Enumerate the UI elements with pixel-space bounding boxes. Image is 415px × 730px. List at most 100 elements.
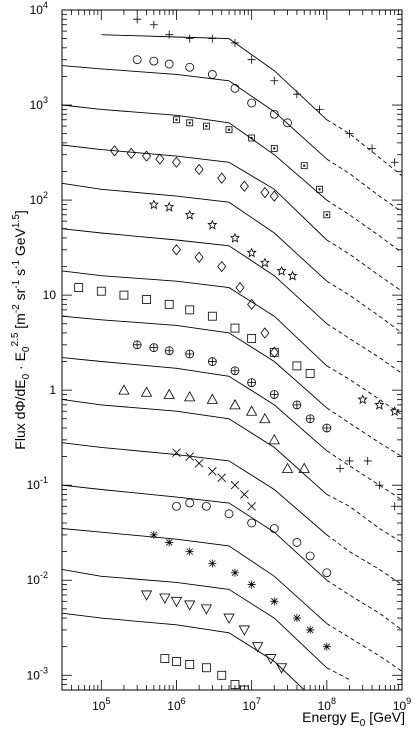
data-point-triangle-down <box>200 604 213 615</box>
series-circleplus <box>132 340 332 433</box>
model-curve-extrapolated <box>326 239 402 292</box>
data-point-boxdot-center <box>250 136 253 139</box>
data-point-star <box>259 257 270 268</box>
data-point-circle <box>185 498 195 508</box>
x-tick-label: 109 <box>393 696 411 713</box>
model-curve-extrapolated <box>326 365 402 416</box>
y-axis-title-dot: · E <box>12 352 28 374</box>
data-point-plus <box>368 144 377 153</box>
data-point-diamond <box>247 298 257 310</box>
data-point-diamond <box>260 186 270 199</box>
data-point-cross <box>240 490 249 499</box>
series-boxdot <box>173 116 331 219</box>
data-point-circleplus <box>132 340 142 350</box>
x-tick-label-exp: 5 <box>105 696 110 706</box>
data-point-asterisk <box>149 530 158 539</box>
y-tick-label: 10-2 <box>27 570 48 587</box>
y-tick-label-base: 1 <box>49 383 56 397</box>
series-circle <box>132 55 292 128</box>
data-point-boxdot-frame <box>323 211 331 219</box>
data-point-triangle <box>163 388 175 399</box>
data-point-triangle <box>245 405 258 416</box>
series-asterisk <box>149 530 331 651</box>
data-point-square <box>142 295 151 304</box>
data-point-diamond <box>260 327 270 339</box>
data-point-plus <box>185 34 194 43</box>
x-tick-label: 107 <box>242 696 260 713</box>
series-square <box>74 283 315 378</box>
data-point-circle <box>247 518 257 528</box>
data-point-circleplus <box>185 349 195 359</box>
x-axis-title: Energy E0 [GeV] <box>302 709 405 729</box>
data-point-circleplus-cross <box>149 343 158 352</box>
model-curve-extrapolated <box>326 494 402 543</box>
data-point-cross <box>217 473 227 482</box>
model-curve <box>62 612 305 690</box>
data-point-plus <box>270 76 279 85</box>
model-curve <box>62 270 328 367</box>
data-point-circle <box>292 538 302 547</box>
model-curve <box>62 104 328 201</box>
model-curve-extrapolated <box>326 667 350 680</box>
data-point-asterisk <box>208 559 217 568</box>
data-point-square <box>247 334 257 343</box>
data-point-square <box>172 656 181 666</box>
data-point-triangle <box>281 462 294 473</box>
data-point-boxdot-frame <box>248 134 256 142</box>
x-tick-label: 108 <box>318 696 336 713</box>
model-curve <box>62 484 328 581</box>
data-point-square <box>96 286 106 296</box>
model-curve <box>62 442 328 536</box>
data-point-boxdot-center <box>228 128 231 131</box>
model-curve-extrapolated <box>326 280 402 334</box>
y-axis-title-units-sr: sr <box>12 288 28 304</box>
data-point-circleplus-cross <box>230 366 239 375</box>
data-point-circleplus <box>269 390 279 399</box>
data-point-square <box>230 323 240 333</box>
plot-frame <box>61 9 403 691</box>
y-tick-label-exp: 4 <box>43 0 48 10</box>
model-curve-extrapolated <box>326 623 402 672</box>
data-point-asterisk <box>270 597 279 606</box>
data-point-boxdot-center <box>325 213 328 216</box>
data-point-boxdot-frame <box>173 116 180 124</box>
y-axis-title-units-sr-exp: -1 <box>11 279 22 288</box>
y-tick-label-base: 10 <box>30 3 44 17</box>
data-point-diamond <box>217 172 227 184</box>
x-tick-label: 106 <box>167 696 185 713</box>
data-point-boxdot-center <box>175 118 178 121</box>
model-curve-extrapolated <box>326 407 402 457</box>
model-curve <box>62 357 328 452</box>
model-curves <box>62 34 402 690</box>
data-point-square <box>185 305 195 315</box>
data-point-square <box>160 654 170 663</box>
model-curve-extrapolated <box>326 450 402 501</box>
model-curve-extrapolated <box>326 323 402 374</box>
data-point-circleplus <box>230 366 240 376</box>
data-point-diamond <box>110 145 120 157</box>
data-point-plus <box>149 20 158 29</box>
x-tick-labels: 105 106 107 108 109 <box>92 696 411 713</box>
y-tick-label-base: 10 <box>30 98 44 112</box>
data-point-boxdot-frame <box>316 185 323 193</box>
y-tick-label: 104 <box>30 0 48 17</box>
y-tick-label-base: 10 <box>43 288 57 302</box>
data-point-triangle-down <box>265 654 277 665</box>
model-curve <box>62 182 328 282</box>
data-point-diamond <box>194 163 204 176</box>
series-diamond <box>110 145 279 202</box>
y-tick-label-base: 10 <box>27 478 41 492</box>
data-point-plus <box>133 15 142 24</box>
y-axis-title-sub0b: 0 <box>21 346 32 352</box>
data-point-boxdot-center <box>188 121 191 124</box>
data-point-plus <box>247 55 256 64</box>
data-point-triangle <box>268 434 280 445</box>
data-point-plus <box>315 105 324 114</box>
data-point-circleplus-cross <box>270 390 279 399</box>
data-point-diamond <box>239 180 249 192</box>
data-point-circle <box>305 551 315 561</box>
series-circle <box>172 498 332 578</box>
y-tick-label-base: 10 <box>30 193 44 207</box>
y-tick-label-exp: 3 <box>43 95 48 105</box>
